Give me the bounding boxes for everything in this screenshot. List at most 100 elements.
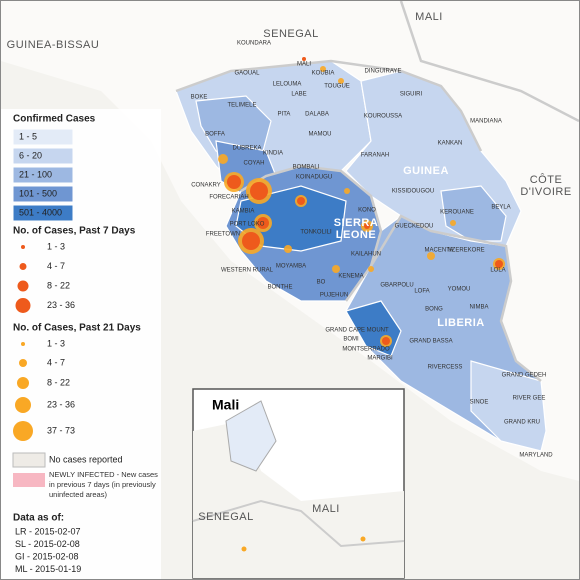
case-circle-7d: [364, 223, 370, 229]
region-label: LOFA: [414, 289, 429, 295]
region-label: TONKOLILI: [300, 230, 332, 236]
case-circle-21d: [332, 265, 340, 273]
no-cases-swatch: [12, 452, 46, 468]
region-label: GBARPOLU: [380, 283, 413, 289]
legend-label: 1 - 3: [47, 338, 65, 348]
country-label: MALI: [415, 11, 443, 23]
case-circle-21d: [284, 245, 292, 253]
legend-title: No. of Cases, Past 21 Days: [13, 323, 141, 334]
data-as-of-item: GI - 2015-02-08: [15, 551, 79, 561]
legend-circle: [17, 377, 29, 389]
region-label: RIVER GEE: [513, 396, 546, 402]
legend: No cases reported Confirmed Cases 1 - 5 6 …: [1, 109, 161, 579]
country-label: SIERRA LEONE: [334, 217, 379, 241]
region-label: MARGIBI: [367, 356, 393, 362]
country-label: CÔTE D'IVOIRE: [520, 173, 571, 198]
region-label: GAOUAL: [234, 71, 260, 77]
region-label: LABE: [291, 92, 306, 98]
case-circle-7d: [495, 260, 503, 268]
region-label: YOMOU: [448, 287, 471, 293]
legend-label: 501 - 4000: [19, 207, 62, 217]
legend-label: 101 - 500: [19, 188, 57, 198]
legend-label: 21 - 100: [19, 169, 52, 179]
region-label: WESTERN RURAL: [221, 268, 274, 274]
inset-circle: [360, 536, 366, 542]
legend-label: 1 - 3: [47, 241, 65, 251]
region-label: NIMBA: [469, 305, 488, 311]
border: [240, 164, 383, 302]
region-label: KONO: [358, 208, 376, 214]
region-label: MAMOU: [309, 132, 332, 138]
region-label: MACENTA: [425, 248, 454, 254]
case-circle-7d: [257, 217, 269, 229]
inset-label: SENEGAL: [198, 511, 253, 523]
data-as-of-item: SL - 2015-02-08: [15, 539, 80, 549]
border: [399, 1, 579, 123]
legend-circle: [21, 245, 25, 249]
region-label: LOLA: [490, 268, 505, 274]
region-label: KANKAN: [438, 141, 463, 147]
case-circle-7d: [382, 337, 390, 345]
region-label: BONTHE: [267, 285, 292, 291]
legend-circle: [19, 359, 27, 367]
border: [369, 214, 542, 382]
region-label: BEYLA: [491, 205, 510, 211]
region-label: LELOUMA: [273, 82, 302, 88]
guinea-southeast: [440, 185, 507, 242]
region-label: DALABA: [305, 112, 329, 118]
legend-circle: [21, 342, 25, 346]
region-label: KOUBIA: [312, 71, 335, 77]
legend-circle: [19, 263, 27, 270]
legend-swatch: [12, 128, 74, 146]
data-as-of-title: Data as of:: [13, 513, 64, 524]
legend-circle: [15, 298, 31, 313]
data-as-of-item: ML - 2015-01-19: [15, 564, 81, 574]
labels: MALI SENEGAL GUINEA-BISSAU GUINEA SIERRA LEON…: [7, 11, 572, 459]
case-circle-21d: [320, 66, 326, 72]
case-circle-7d: [302, 57, 306, 61]
legend-circle: [15, 397, 31, 413]
region-label: PITA: [278, 112, 291, 118]
data-as-of-item: LR - 2015-02-07: [15, 526, 81, 536]
case-circle-21d: [218, 154, 228, 164]
region-label: GRAND GEDEH: [502, 373, 547, 379]
region-label: BOMI: [343, 337, 359, 343]
legend-swatch: [12, 166, 74, 184]
region-label: RIVERCESS: [428, 365, 463, 371]
case-circle-7d: [242, 232, 260, 250]
case-circle-7d: [297, 197, 305, 205]
region-label: KOUNDARA: [237, 41, 271, 47]
country-label: LIBERIA: [437, 317, 485, 329]
country-label: SENEGAL: [263, 28, 318, 40]
region-label: PUJEHUN: [320, 293, 348, 299]
case-circle-21d: [344, 188, 350, 194]
legend-title: No. of Cases, Past 7 Days: [13, 226, 136, 237]
region-label: CONAKRY: [191, 183, 221, 189]
country-label-line: D'IVOIRE: [520, 186, 571, 198]
region-label: KISSIDOUGOU: [392, 189, 434, 195]
region-label: DUBREKA: [232, 146, 261, 152]
legend-title: Confirmed Cases: [13, 114, 96, 125]
borders: [175, 1, 579, 382]
region-label: PORT LOKO: [230, 222, 265, 228]
region-label: KOINADUGU: [296, 175, 332, 181]
newly-infected-label: NEWLY INFECTED - New cases in previous 7…: [49, 470, 158, 499]
region-label: GRAND CAPE MOUNT: [325, 328, 389, 334]
region-label: TELIMELE: [227, 103, 256, 109]
legend-label: 37 - 73: [47, 425, 75, 435]
region-label: MOYAMBA: [276, 264, 306, 270]
region-label: FARANAH: [361, 153, 389, 159]
region-label: KAMBIA: [232, 209, 255, 215]
inset-circle: [241, 546, 247, 552]
region-label: SIGUIRI: [400, 92, 423, 98]
country-label-line: SIERRA: [334, 217, 379, 229]
legend-swatch: [12, 147, 74, 165]
region-label: SINOE: [470, 400, 489, 406]
region-label: GUECKEDOU: [395, 224, 434, 230]
no-cases-label: No cases reported: [49, 454, 123, 464]
case-circles: [218, 57, 505, 347]
legend-label: 6 - 20: [19, 150, 42, 160]
region-label: BOKE: [191, 95, 208, 101]
region-label: DINGUIRAYE: [365, 69, 402, 75]
